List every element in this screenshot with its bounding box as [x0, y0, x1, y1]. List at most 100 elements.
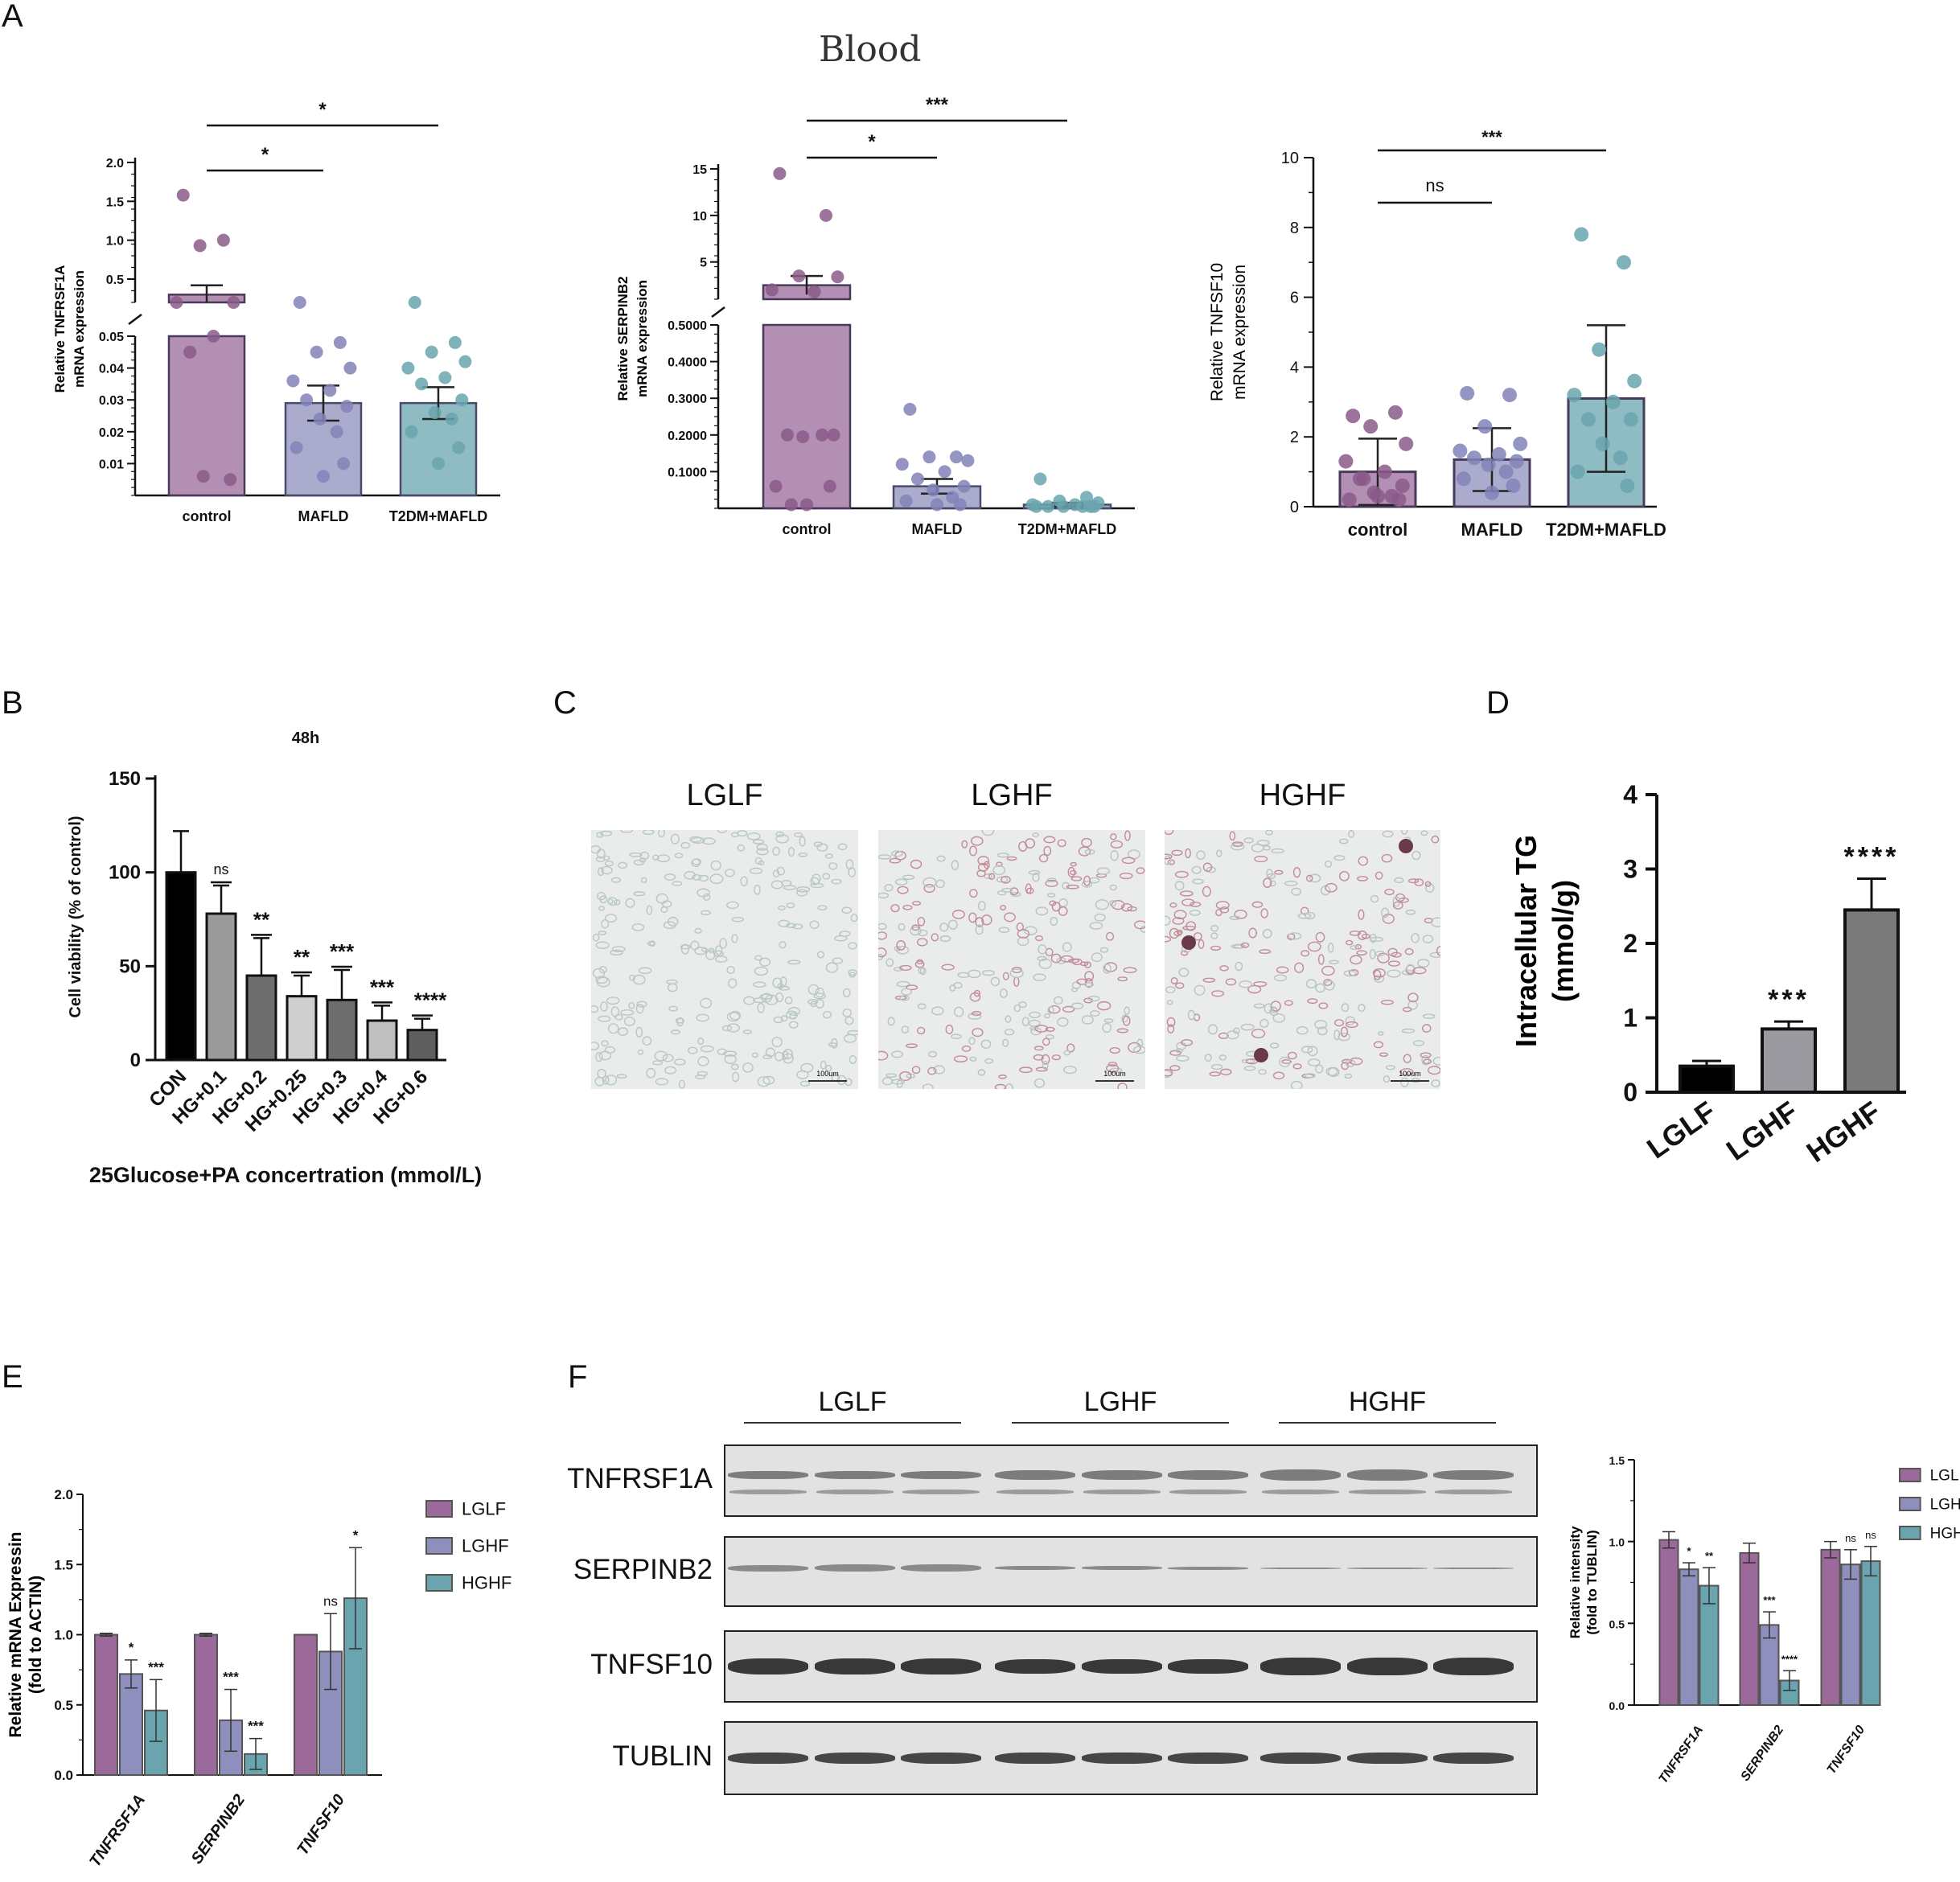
- cell-shape: [1117, 976, 1128, 982]
- cell-shape: [1378, 1031, 1384, 1036]
- cell-shape: [1066, 884, 1079, 890]
- cell-shape: [1103, 964, 1111, 974]
- significance-label: ns: [213, 861, 228, 877]
- cell-shape: [597, 867, 605, 877]
- cell-shape: [1102, 1022, 1111, 1033]
- blot-group-underline: [1012, 1422, 1229, 1424]
- data-point: [196, 470, 210, 483]
- cell-shape: [931, 933, 939, 942]
- cell-shape: [601, 1040, 609, 1047]
- microscopy-texture: 100um: [1165, 830, 1440, 1089]
- cell-shape: [1081, 837, 1092, 848]
- cell-shape: [1043, 845, 1052, 857]
- cell-shape: [792, 923, 803, 930]
- data-point: [1491, 446, 1506, 462]
- cell-shape: [1046, 877, 1057, 882]
- cell-shape: [1325, 860, 1333, 868]
- blot-band: [901, 1658, 981, 1674]
- cell-shape: [742, 1029, 752, 1034]
- significance-label: ****: [1844, 842, 1900, 873]
- cell-shape: [1420, 1052, 1432, 1058]
- cell-shape: [1357, 876, 1369, 881]
- y-tick-label: 1: [1623, 1004, 1637, 1033]
- cell-shape: [1057, 839, 1066, 848]
- cell-shape: [1000, 905, 1007, 910]
- y-tick-label: 1.0: [1609, 1536, 1625, 1549]
- cell-shape: [1202, 886, 1211, 898]
- data-point: [831, 270, 844, 284]
- cell-shape: [1333, 855, 1346, 861]
- microscopy-image: 100um: [878, 830, 1145, 1089]
- cell-shape: [911, 1066, 921, 1075]
- blot-band: [728, 1658, 808, 1674]
- significance-label: ***: [330, 939, 355, 964]
- significance-label: **: [294, 945, 310, 969]
- y-tick-label: 0.5: [1609, 1617, 1625, 1630]
- cell-shape: [1381, 853, 1393, 863]
- cell-shape: [775, 834, 789, 844]
- cell-shape: [968, 845, 977, 857]
- cell-shape: [1296, 1025, 1309, 1035]
- bar: [406, 1029, 438, 1062]
- cell-shape: [771, 1037, 783, 1048]
- cell-shape: [638, 967, 652, 974]
- cell-shape: [732, 1071, 740, 1083]
- cell-shape: [941, 964, 955, 971]
- cell-shape: [764, 994, 779, 1005]
- cell-shape: [1430, 917, 1440, 927]
- cell-shape: [1190, 902, 1202, 907]
- cell-shape: [662, 1054, 674, 1062]
- cell-shape: [828, 862, 838, 870]
- blot-band: [728, 1753, 808, 1764]
- cell-shape: [1083, 875, 1091, 886]
- y-tick-label: 0.4000: [668, 356, 707, 370]
- cell-shape: [600, 1001, 608, 1012]
- cell-shape: [885, 1073, 898, 1078]
- significance-label: ****: [1781, 1653, 1798, 1665]
- cell-shape: [623, 1016, 635, 1026]
- cell-shape: [1136, 867, 1145, 874]
- data-point: [1377, 464, 1392, 479]
- cell-shape: [671, 1029, 680, 1035]
- cell-shape: [1348, 830, 1355, 838]
- cell-shape: [1018, 840, 1028, 852]
- cell-shape: [1001, 887, 1013, 893]
- cell-shape: [709, 873, 724, 885]
- blot-band: [1082, 1753, 1162, 1764]
- data-point: [784, 498, 798, 512]
- cell-shape: [753, 997, 767, 1004]
- cell-shape: [605, 861, 614, 867]
- cell-shape: [642, 1036, 652, 1046]
- cell-shape: [599, 895, 608, 904]
- data-point: [899, 494, 913, 507]
- data-point: [792, 269, 806, 283]
- cell-shape: [1025, 883, 1032, 894]
- cell-shape: [1294, 962, 1305, 973]
- chart-title: 48h: [292, 729, 319, 747]
- cell-shape: [1317, 1026, 1328, 1036]
- y-tick-label: 50: [119, 955, 141, 977]
- cell-shape: [1318, 1002, 1329, 1009]
- cell-shape: [687, 1046, 698, 1054]
- cell-shape: [949, 984, 956, 992]
- cell-shape: [1422, 1013, 1436, 1019]
- bar-lower-segment: [762, 323, 852, 510]
- cell-shape: [848, 969, 857, 976]
- cell-shape: [936, 855, 946, 862]
- cell-shape: [1202, 977, 1216, 983]
- data-point: [438, 371, 452, 384]
- blot-band: [815, 1564, 895, 1572]
- legend-swatch: [1899, 1497, 1921, 1511]
- cell-shape: [1081, 880, 1093, 888]
- cell-shape: [896, 945, 910, 955]
- cell-shape: [1121, 857, 1136, 865]
- cell-shape: [1194, 932, 1202, 941]
- cell-shape: [759, 993, 773, 1000]
- x-tick-label: LGLF: [1641, 1095, 1722, 1165]
- data-point: [445, 412, 458, 425]
- y-tick-label: 1.5: [1609, 1454, 1625, 1467]
- cell-shape: [1306, 874, 1313, 882]
- cell-shape: [897, 886, 909, 894]
- blot-band: [1082, 1659, 1162, 1674]
- cell-shape: [631, 923, 645, 931]
